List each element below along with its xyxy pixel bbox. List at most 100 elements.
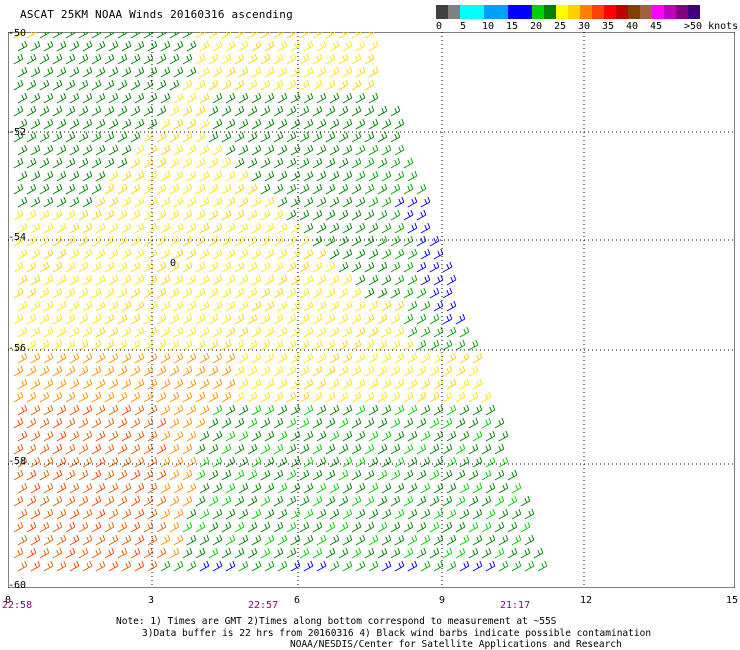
wind-barb [17,404,28,416]
wind-barb [472,456,483,468]
wind-barb [277,482,288,494]
wind-barb [104,79,115,91]
wind-barb [69,248,80,260]
wind-barb [221,53,232,65]
wind-barb [134,170,145,182]
wind-barb [251,170,262,182]
wind-barb [390,495,401,507]
wind-barb [260,79,271,91]
wind-barb [13,32,24,39]
wind-barb [260,417,271,429]
wind-barb [82,196,93,208]
wind-barb [316,196,327,208]
wind-barb [160,222,171,234]
wind-barb [238,170,249,182]
footnote-line-3: NOAA/NESDIS/Center for Satellite Applica… [290,639,622,650]
wind-barb [212,118,223,130]
wind-barb [442,443,453,455]
wind-barb [329,482,340,494]
wind-barb [30,196,41,208]
wind-barb [390,183,401,195]
wind-barb [208,313,219,325]
wind-barb [117,495,128,507]
wind-barb [273,79,284,91]
wind-barb [355,300,366,312]
wind-barb [182,183,193,195]
wind-barb [238,40,249,52]
wind-barb [117,235,128,247]
wind-barb [134,144,145,156]
wind-barb [381,170,392,182]
wind-barb [91,157,102,169]
wind-barb [394,560,405,572]
wind-barb [416,365,427,377]
wind-barb [390,391,401,403]
wind-barb [316,326,327,338]
colorbar-label: 15 [506,21,519,32]
colorbar-swatch [556,5,568,19]
wind-barb [368,404,379,416]
wind-barb [52,495,63,507]
wind-barb [78,209,89,221]
wind-barb [468,339,479,351]
wind-barb [312,157,323,169]
wind-barb [364,183,375,195]
wind-barb [30,118,41,130]
wind-barb [316,352,327,364]
wind-barb [95,560,106,572]
wind-barb [30,40,41,52]
wind-barb [121,534,132,546]
wind-barb [498,482,509,494]
wind-barb [121,456,132,468]
wind-barb [325,313,336,325]
wind-barb [381,352,392,364]
wind-barb [26,53,37,65]
wind-barb [273,443,284,455]
wind-barb [108,92,119,104]
wind-barb [290,40,301,52]
wind-barb [156,209,167,221]
wind-barb [65,261,76,273]
wind-barb [273,105,284,117]
wind-barb [351,79,362,91]
wind-barb [234,105,245,117]
wind-barb [186,326,197,338]
wind-barb [377,339,388,351]
wind-barb [208,287,219,299]
wind-barb [52,287,63,299]
colorbar-label: 40 [626,21,639,32]
wind-barb [355,144,366,156]
wind-barb [485,534,496,546]
wind-barb [225,404,236,416]
wind-barb [290,456,301,468]
wind-barb [442,391,453,403]
wind-barb [247,469,258,481]
wind-barb [186,170,197,182]
footnote-line-2: 3)Data buffer is 22 hrs from 20160316 4)… [142,628,652,639]
wind-barb [52,547,63,559]
wind-barb [182,547,193,559]
wind-barb [43,508,54,520]
colorbar-swatch [628,5,640,19]
wind-barb [117,209,128,221]
wind-barb [43,196,54,208]
colorbar-swatch [592,5,604,19]
wind-barb [43,144,54,156]
wind-barb [273,495,284,507]
wind-barb [264,534,275,546]
wind-barb [247,417,258,429]
wind-barb [247,157,258,169]
wind-barb [69,170,80,182]
wind-barb [355,326,366,338]
wind-barb [13,495,24,507]
wind-barb [390,209,401,221]
wind-barb [247,53,258,65]
colorbar-label: >50 knots [684,21,739,32]
wind-barb [82,430,93,442]
wind-barb [173,118,184,130]
wind-barb [82,118,93,130]
wind-barb [147,326,158,338]
wind-barb [351,443,362,455]
wind-barb [182,339,193,351]
wind-barb [69,404,80,416]
